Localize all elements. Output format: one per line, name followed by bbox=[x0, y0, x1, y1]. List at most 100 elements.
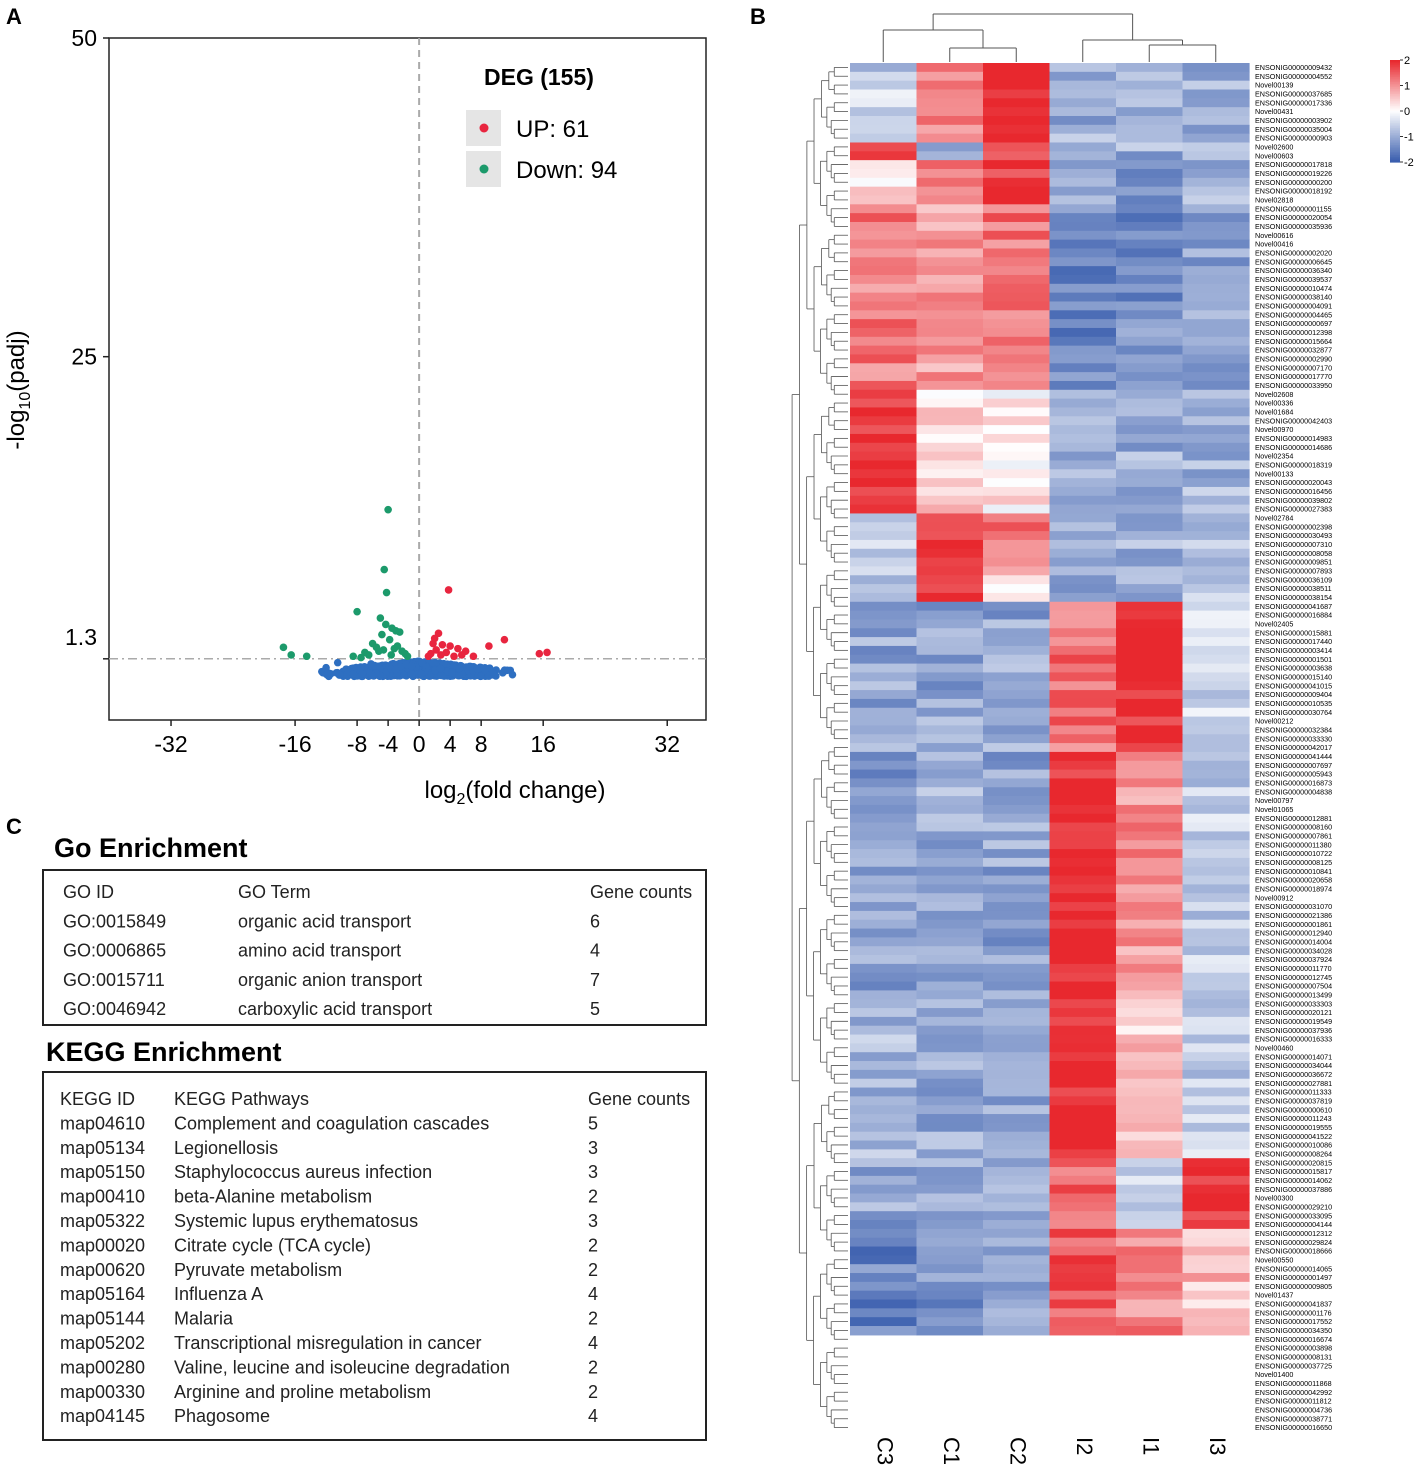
heatmap-cell bbox=[983, 1034, 1051, 1044]
row-label: ENSONIG00000029210 bbox=[1255, 1202, 1332, 1211]
heatmap-cell bbox=[1116, 80, 1184, 91]
heatmap-cell bbox=[1049, 548, 1117, 559]
heatmap-cell bbox=[983, 1025, 1051, 1036]
row-label: ENSONIG00000008058 bbox=[1255, 549, 1332, 558]
heatmap-cell bbox=[916, 319, 984, 329]
heatmap-cell bbox=[850, 1326, 918, 1336]
heatmap-cell bbox=[916, 910, 984, 921]
down-point bbox=[349, 652, 358, 661]
scale-swatch bbox=[1390, 146, 1400, 149]
row-label: ENSONIG00000007310 bbox=[1255, 540, 1332, 549]
heatmap-cell bbox=[1116, 902, 1184, 912]
up-point bbox=[457, 651, 466, 659]
heatmap-cell bbox=[1049, 813, 1117, 824]
heatmap-cell bbox=[850, 539, 918, 550]
heatmap-cell bbox=[916, 654, 984, 665]
heatmap-cell bbox=[916, 1228, 984, 1239]
up-point bbox=[454, 644, 462, 653]
heatmap-cell bbox=[983, 707, 1051, 718]
heatmap-cell bbox=[1116, 1184, 1184, 1195]
heatmap-cell bbox=[983, 919, 1051, 930]
heatmap-cell bbox=[1049, 937, 1117, 947]
heatmap-cell bbox=[1182, 89, 1250, 99]
heatmap-row bbox=[850, 813, 1250, 824]
heatmap-cell bbox=[850, 266, 918, 276]
heatmap-cell bbox=[916, 822, 984, 833]
heatmap-cell bbox=[983, 283, 1051, 294]
heatmap-cell bbox=[916, 1255, 984, 1265]
heatmap-cell bbox=[1049, 1069, 1117, 1080]
heatmap-cell bbox=[916, 619, 984, 629]
heatmap-row bbox=[850, 955, 1250, 965]
heatmap-row bbox=[850, 89, 1250, 99]
heatmap-cell bbox=[983, 584, 1051, 594]
row-label: ENSONIG00000035004 bbox=[1255, 125, 1332, 134]
heatmap-cell bbox=[916, 345, 984, 356]
heatmap-cell bbox=[1116, 566, 1184, 576]
heatmap-cell bbox=[1116, 637, 1184, 647]
heatmap-cell bbox=[850, 239, 918, 250]
heatmap-cell bbox=[916, 557, 984, 568]
heatmap-cell bbox=[1116, 743, 1184, 753]
heatmap-cell bbox=[1116, 1193, 1184, 1203]
heatmap-cell bbox=[1182, 1184, 1250, 1195]
heatmap-row bbox=[850, 1220, 1250, 1230]
heatmap-cell bbox=[983, 80, 1051, 91]
heatmap-cell bbox=[1116, 849, 1184, 859]
heatmap-row bbox=[850, 628, 1250, 638]
heatmap-cell bbox=[983, 751, 1051, 762]
heatmap-cell bbox=[1049, 645, 1117, 656]
heatmap-cell bbox=[1116, 610, 1184, 621]
heatmap-cell bbox=[1182, 884, 1250, 894]
heatmap-cell bbox=[916, 1052, 984, 1062]
heatmap-cell bbox=[1049, 672, 1117, 682]
row-label: ENSONIG00000031070 bbox=[1255, 902, 1332, 911]
heatmap-cell bbox=[983, 716, 1051, 727]
row-label: Novel02405 bbox=[1255, 619, 1293, 628]
heatmap-cell bbox=[1116, 1122, 1184, 1133]
heatmap-row bbox=[850, 1237, 1250, 1248]
heatmap-cell bbox=[1182, 690, 1250, 700]
row-label: ENSONIG00000037819 bbox=[1255, 1096, 1332, 1105]
row-label: ENSONIG00000016333 bbox=[1255, 1035, 1332, 1044]
row-label: ENSONIG00000007893 bbox=[1255, 567, 1332, 576]
heatmap-cell bbox=[983, 1255, 1051, 1265]
heatmap-cell bbox=[916, 354, 984, 364]
heatmap-cell bbox=[916, 186, 984, 197]
heatmap-cell bbox=[916, 937, 984, 947]
table-cell: GO:0006865 bbox=[63, 941, 166, 961]
heatmap-cell bbox=[1049, 866, 1117, 877]
heatmap-cell bbox=[1116, 89, 1184, 99]
heatmap-cell bbox=[1049, 504, 1117, 515]
heatmap-cell bbox=[916, 548, 984, 559]
heatmap-cell bbox=[1182, 707, 1250, 718]
heatmap-cell bbox=[1116, 1290, 1184, 1301]
heatmap-cell bbox=[1049, 486, 1117, 497]
heatmap-cell bbox=[983, 1131, 1051, 1142]
heatmap-cell bbox=[1116, 884, 1184, 894]
ns-point bbox=[368, 671, 376, 680]
heatmap-cell bbox=[916, 1317, 984, 1327]
heatmap-cell bbox=[1116, 725, 1184, 735]
heatmap-cell bbox=[916, 1016, 984, 1027]
heatmap-cell bbox=[1049, 902, 1117, 912]
heatmap-cell bbox=[1049, 1131, 1117, 1142]
heatmap-cell bbox=[1116, 937, 1184, 947]
down-point bbox=[381, 620, 390, 629]
heatmap-cell bbox=[1182, 425, 1250, 435]
heatmap-cell bbox=[1049, 831, 1117, 841]
heatmap-cell bbox=[1049, 743, 1117, 753]
heatmap-cell bbox=[1182, 71, 1250, 82]
scale-swatch bbox=[1390, 143, 1400, 146]
heatmap-cell bbox=[1116, 460, 1184, 470]
heatmap-cell bbox=[850, 690, 918, 700]
heatmap-cell bbox=[916, 884, 984, 894]
heatmap-cell bbox=[1182, 460, 1250, 470]
scale-swatch bbox=[1390, 131, 1400, 134]
table-cell: map05164 bbox=[60, 1284, 145, 1304]
heatmap-cell bbox=[1116, 999, 1184, 1009]
heatmap-cell bbox=[1182, 610, 1250, 621]
heatmap-cell bbox=[1116, 1096, 1184, 1106]
heatmap-cell bbox=[916, 566, 984, 576]
heatmap-cell bbox=[850, 248, 918, 258]
